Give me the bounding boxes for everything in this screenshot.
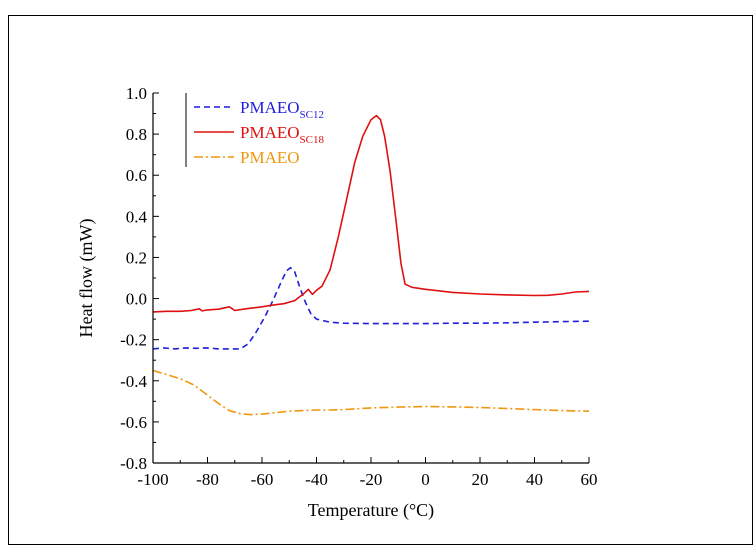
y-tick-label: 0.4 xyxy=(126,207,148,226)
y-tick-label: 0.8 xyxy=(126,125,147,144)
heat-flow-chart: -100 -80 -60 -40 -20 0 20 40 60 -0.8 -0.6 -0.4 -0.2 0… xyxy=(76,84,598,521)
series-line-2 xyxy=(152,114,590,313)
y-tick-label: 0.0 xyxy=(126,290,147,309)
x-tick-label: -40 xyxy=(305,470,328,489)
y-tick-label: -0.6 xyxy=(120,413,147,432)
series-line-3 xyxy=(152,369,590,416)
x-tick-label: -20 xyxy=(360,470,383,489)
x-tick-label: 60 xyxy=(581,470,598,489)
y-tick-label: -0.8 xyxy=(120,454,147,473)
legend-label-3: PMAEO xyxy=(240,148,300,167)
y-axis-title: Heat flow (mW) xyxy=(76,219,97,338)
y-tick-label: 0.2 xyxy=(126,248,147,267)
y-tick-label: 0.6 xyxy=(126,166,147,185)
y-tick-label: -0.4 xyxy=(120,372,147,391)
legend-label-2: PMAEOSC18 xyxy=(240,123,324,146)
x-tick-label: 0 xyxy=(421,470,430,489)
ticks: -100 -80 -60 -40 -20 0 20 40 60 -0.8 -0.6 -0.4 -0.2 0… xyxy=(120,84,597,489)
figure-frame: -100 -80 -60 -40 -20 0 20 40 60 -0.8 -0.6 -0.4 -0.2 0… xyxy=(8,15,753,545)
legend-label-1: PMAEOSC12 xyxy=(240,98,324,121)
x-tick-label: 40 xyxy=(526,470,543,489)
series-line-1 xyxy=(152,266,590,350)
series-layer xyxy=(152,114,590,416)
x-tick-label: -60 xyxy=(251,470,274,489)
y-tick-label: -0.2 xyxy=(120,331,147,350)
x-tick-label: 20 xyxy=(472,470,489,489)
x-tick-label: -80 xyxy=(196,470,219,489)
x-tick-label: -100 xyxy=(137,470,168,489)
x-axis-title: Temperature (°C) xyxy=(308,500,434,521)
y-tick-label: 1.0 xyxy=(126,84,147,103)
